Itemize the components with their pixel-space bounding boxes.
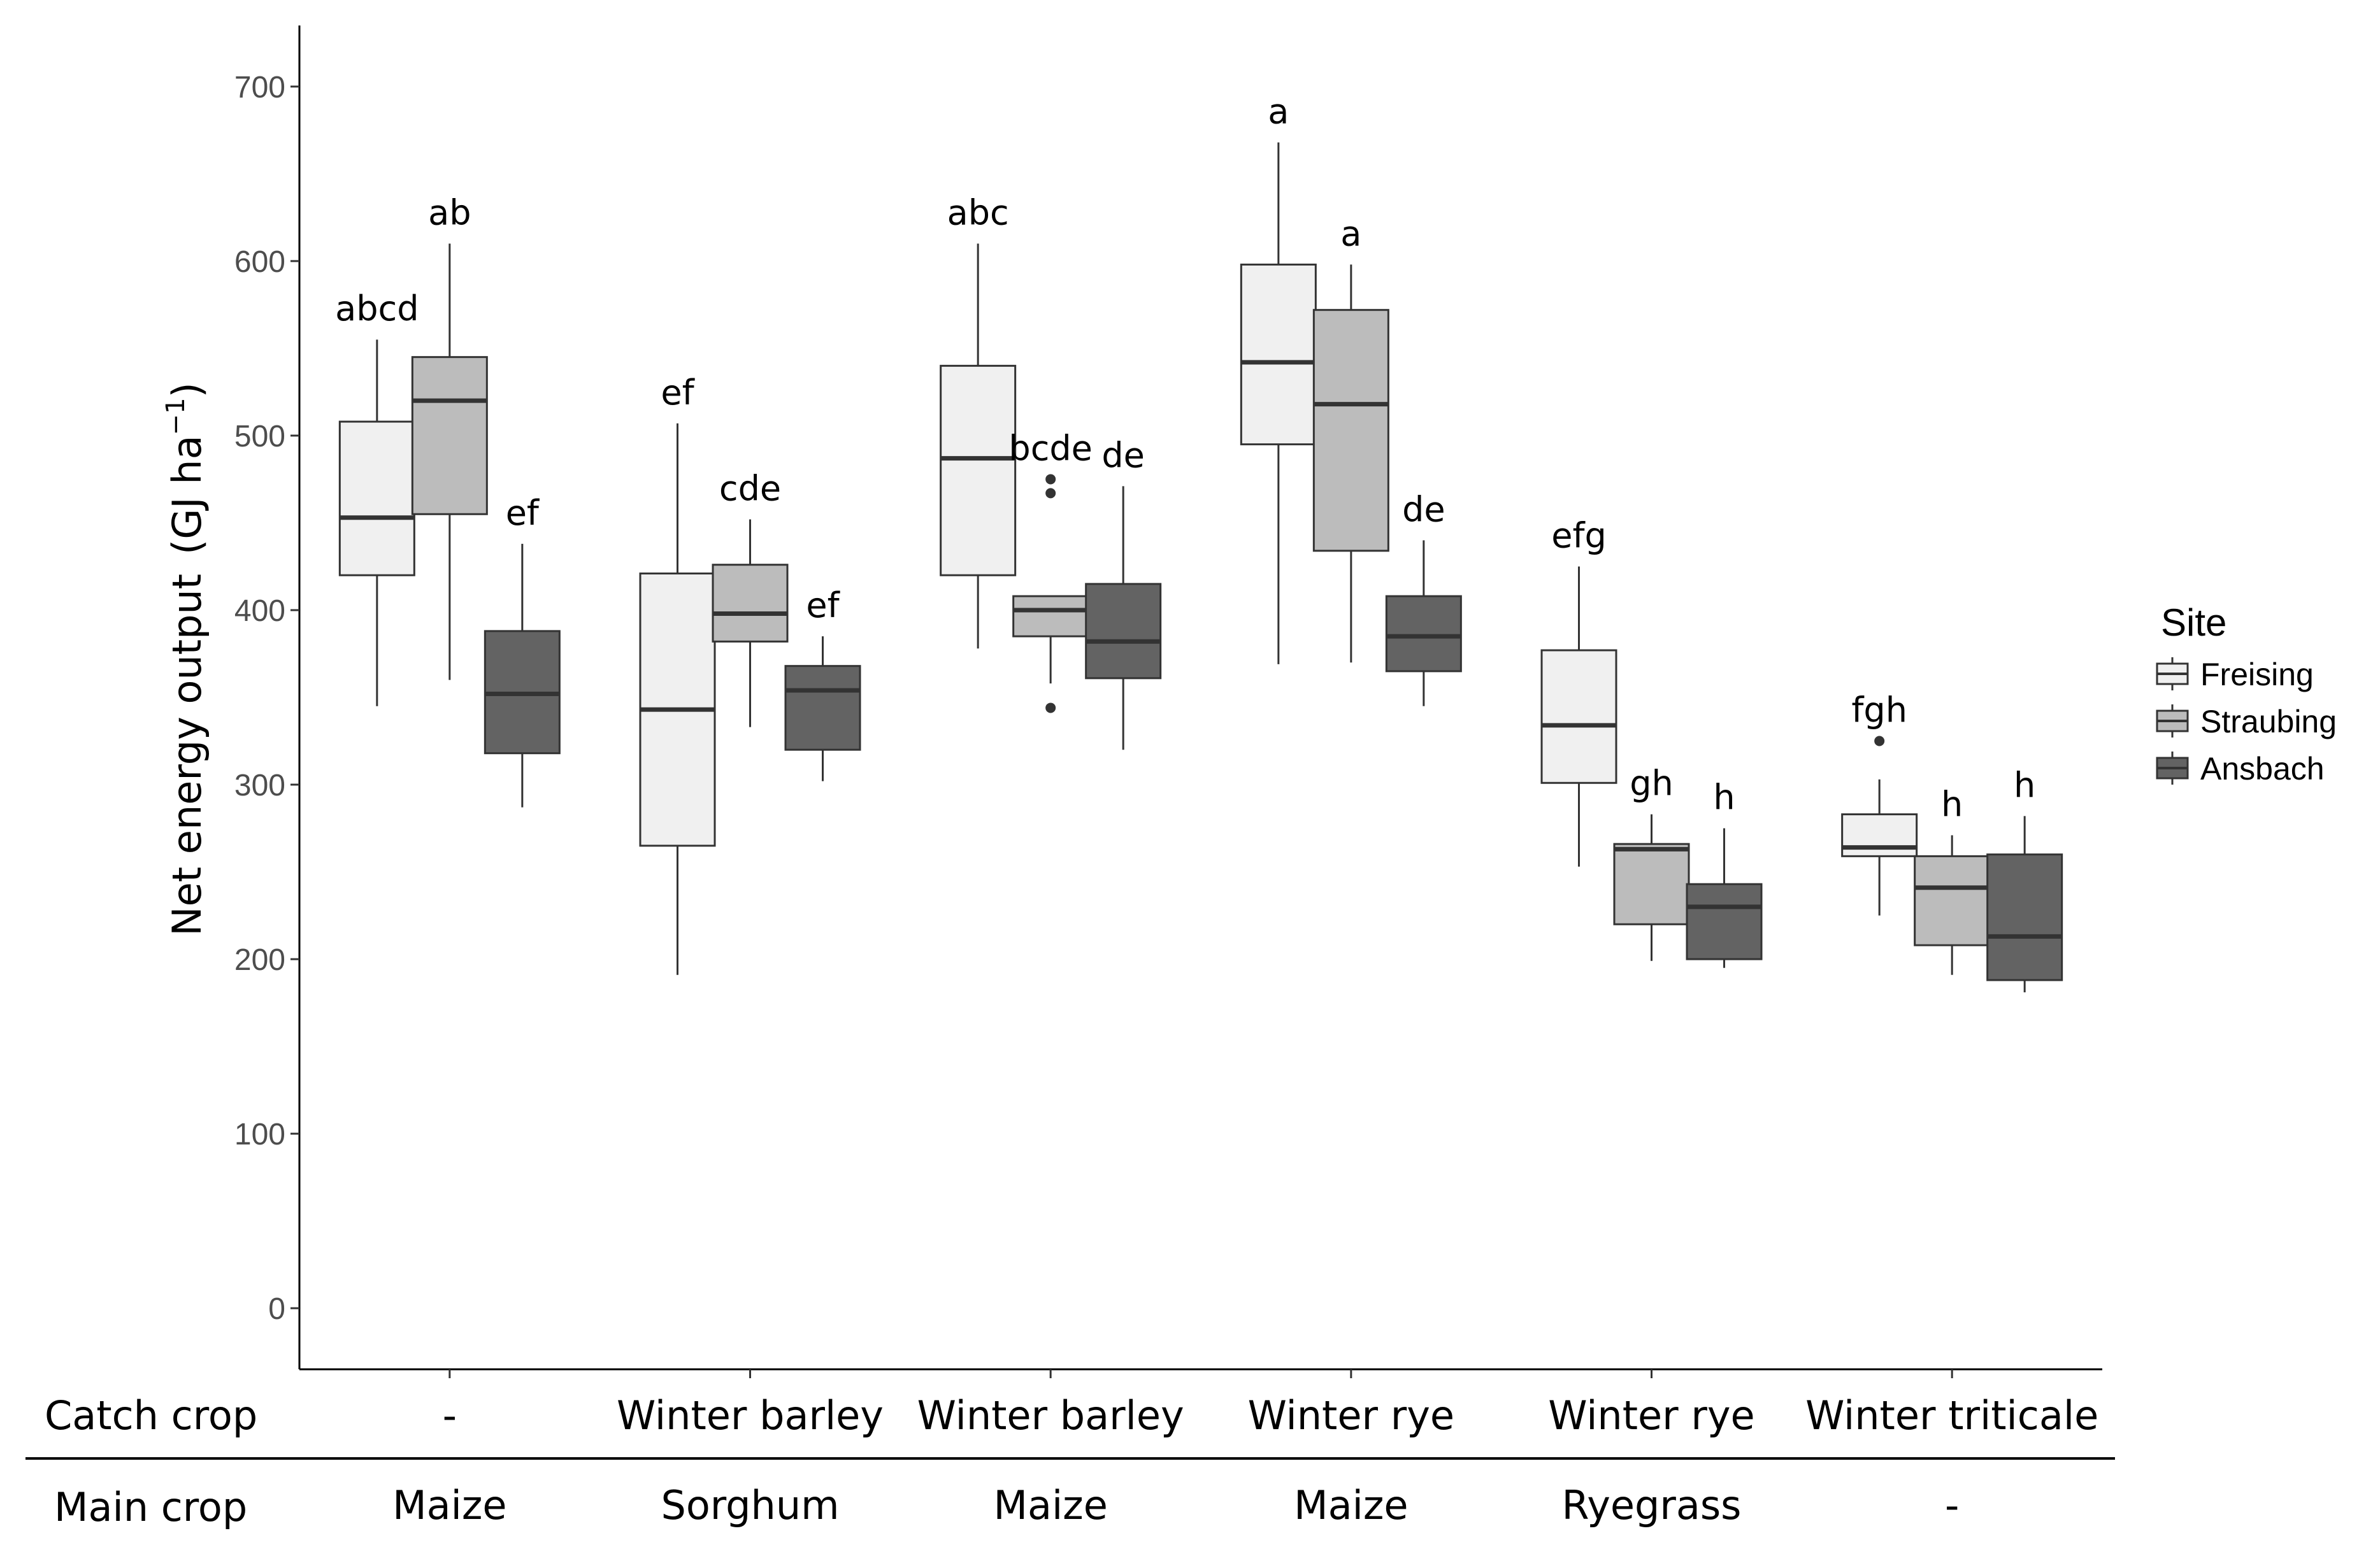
- significance-label: efg: [1551, 515, 1607, 555]
- box-freising: ef: [639, 373, 716, 975]
- box-iqr: [1540, 649, 1617, 784]
- y-axis-unit: (GJ ha: [164, 435, 210, 555]
- plot-panel: 0 100 200 300 400 500 600 700: [234, 25, 2102, 1378]
- y-axis-label: Net energy output: [164, 574, 210, 936]
- box-ansbach: ef: [784, 585, 861, 781]
- box-ansbach: de: [1085, 435, 1162, 750]
- box-freising: fgh: [1841, 690, 1918, 916]
- significance-label: cde: [719, 468, 781, 508]
- significance-label: ef: [661, 373, 695, 413]
- box-iqr: [411, 356, 488, 515]
- box-ansbach: h: [1686, 778, 1763, 968]
- legend: Site Freising Straubing Ansbach: [2156, 601, 2337, 787]
- box-iqr: [1613, 843, 1690, 925]
- box-ansbach: h: [1986, 765, 2063, 993]
- significance-label: h: [1713, 778, 1735, 818]
- box-freising: abcd: [335, 289, 419, 706]
- y-axis-unit-close: ): [164, 382, 210, 397]
- y-tick-label: 100: [234, 1118, 285, 1151]
- box-iqr: [1686, 883, 1763, 960]
- main-crop-label: Maize: [993, 1482, 1107, 1529]
- box-iqr: [1085, 583, 1162, 680]
- box-iqr: [1986, 853, 2063, 981]
- box-iqr: [712, 564, 789, 643]
- box-iqr: [1012, 595, 1089, 638]
- significance-label: ef: [806, 585, 840, 625]
- box-iqr: [784, 665, 861, 751]
- box-straubing: h: [1914, 784, 1991, 975]
- main-crop-row-label: Main crop: [54, 1484, 247, 1530]
- box-straubing: bcde: [1008, 428, 1093, 713]
- legend-label-ansbach: Ansbach: [2200, 751, 2325, 787]
- box-iqr: [338, 420, 415, 576]
- main-crop-label: Maize: [392, 1482, 506, 1529]
- legend-title: Site: [2161, 601, 2226, 644]
- box-straubing: ab: [411, 193, 488, 680]
- box-straubing: a: [1312, 213, 1389, 663]
- y-tick-label: 0: [268, 1292, 285, 1326]
- box-iqr: [1312, 309, 1389, 552]
- catch-crop-label: Winter rye: [1548, 1392, 1754, 1439]
- main-crop-label: -: [1945, 1482, 1959, 1529]
- outlier-point: [1045, 474, 1056, 485]
- y-tick-label: 300: [234, 769, 285, 802]
- catch-crop-label: Winter barley: [917, 1392, 1184, 1439]
- significance-label: a: [1340, 213, 1361, 253]
- box-iqr: [1240, 263, 1317, 446]
- significance-label: ab: [428, 193, 471, 233]
- crop-labels: - Maize Winter barley Sorghum Winter barley M…: [392, 1392, 2098, 1529]
- main-crop-label: Sorghum: [661, 1482, 839, 1529]
- y-tick-label: 500: [234, 420, 285, 453]
- outlier-point: [1045, 702, 1056, 713]
- outlier-point: [1045, 488, 1056, 499]
- box-iqr: [1385, 595, 1462, 673]
- significance-label: abc: [947, 193, 1009, 233]
- y-tick-label: 400: [234, 594, 285, 628]
- catch-crop-label: Winter barley: [617, 1392, 884, 1439]
- significance-label: gh: [1630, 764, 1674, 804]
- box-freising: abc: [940, 193, 1017, 649]
- significance-label: h: [2014, 765, 2035, 805]
- box-straubing: cde: [712, 468, 789, 727]
- catch-crop-label: -: [443, 1392, 457, 1439]
- catch-crop-label: Winter rye: [1248, 1392, 1454, 1439]
- box-freising: a: [1240, 92, 1317, 664]
- significance-label: fgh: [1851, 690, 1907, 731]
- y-tick-label: 700: [234, 71, 285, 104]
- legend-label-freising: Freising: [2200, 657, 2314, 692]
- significance-label: ef: [506, 493, 540, 533]
- y-tick-label: 200: [234, 943, 285, 977]
- y-tick-label: 600: [234, 245, 285, 279]
- y-axis-unit-sup: −1: [161, 397, 190, 435]
- significance-label: bcde: [1008, 428, 1092, 468]
- significance-label: de: [1101, 435, 1145, 475]
- catch-crop-row-label: Catch crop: [45, 1392, 257, 1439]
- box-iqr: [1841, 813, 1918, 857]
- main-crop-label: Ryegrass: [1562, 1482, 1742, 1529]
- main-crop-label: Maize: [1294, 1482, 1408, 1529]
- significance-label: h: [1941, 784, 1963, 824]
- significance-label: de: [1402, 489, 1445, 529]
- box-iqr: [1914, 855, 1991, 946]
- significance-label: abcd: [335, 289, 419, 329]
- significance-label: a: [1268, 92, 1289, 132]
- box-ansbach: ef: [484, 493, 561, 808]
- legend-label-straubing: Straubing: [2200, 704, 2337, 739]
- box-freising: efg: [1540, 515, 1617, 867]
- box-ansbach: de: [1385, 489, 1462, 706]
- y-axis-title: Net energy output (GJ ha−1): [161, 382, 210, 936]
- box-straubing: gh: [1613, 764, 1690, 961]
- outlier-point: [1874, 736, 1885, 746]
- box-iqr: [940, 364, 1017, 576]
- catch-crop-label: Winter triticale: [1805, 1392, 2098, 1439]
